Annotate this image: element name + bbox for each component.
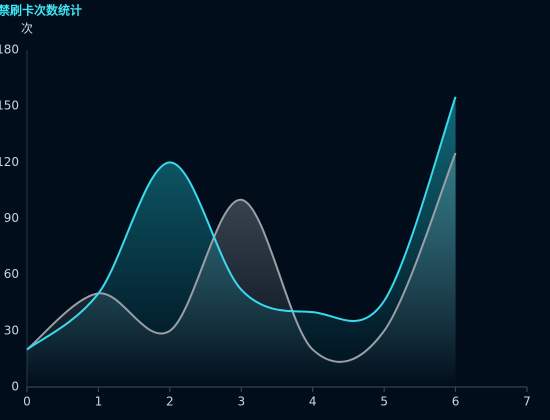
area	[27, 96, 456, 388]
line	[26, 96, 457, 351]
x-tick-label: 1	[95, 395, 103, 409]
y-tick-label: 120	[0, 155, 19, 169]
line	[26, 152, 457, 363]
x-tick-label: 2	[166, 395, 174, 409]
x-tick-label: 3	[237, 395, 245, 409]
y-tick-label: 0	[11, 380, 19, 394]
y-tick-label: 180	[0, 43, 19, 57]
y-tick-label: 90	[4, 211, 19, 225]
y-tick-label: 60	[4, 267, 19, 281]
x-tick-label: 5	[380, 395, 388, 409]
chart-title: 禁刷卡次数统计	[0, 3, 82, 18]
y-tick-label: 150	[0, 99, 19, 113]
x-tick-label: 7	[523, 395, 531, 409]
y-axis-label: 次	[21, 22, 33, 36]
x-tick-label: 4	[309, 395, 317, 409]
x-tick-label: 6	[452, 395, 460, 409]
y-tick-label: 30	[4, 323, 19, 337]
x-tick-label: 0	[23, 395, 31, 409]
